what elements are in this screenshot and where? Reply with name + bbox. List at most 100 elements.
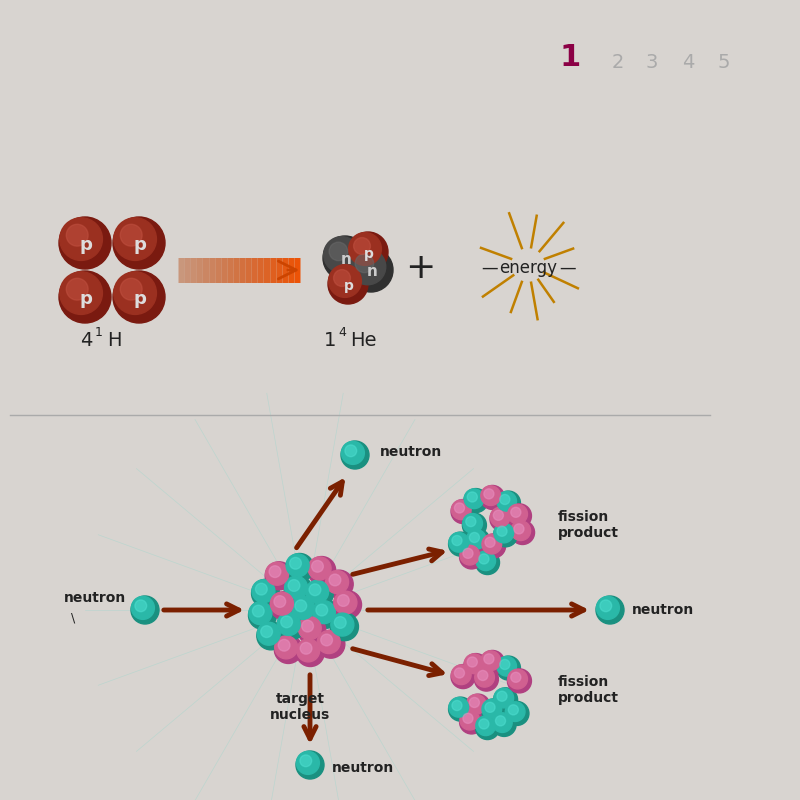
Circle shape	[497, 657, 517, 676]
Circle shape	[274, 635, 302, 663]
Circle shape	[464, 654, 488, 678]
Circle shape	[60, 218, 102, 261]
Circle shape	[349, 248, 393, 292]
Circle shape	[253, 606, 264, 617]
Circle shape	[596, 596, 624, 624]
Circle shape	[470, 698, 479, 707]
Circle shape	[317, 630, 345, 658]
Circle shape	[249, 602, 277, 630]
Circle shape	[481, 650, 505, 674]
Circle shape	[348, 232, 388, 272]
Circle shape	[497, 526, 507, 536]
Circle shape	[349, 233, 382, 266]
Circle shape	[328, 264, 368, 304]
Text: p: p	[134, 290, 146, 308]
Circle shape	[278, 639, 290, 651]
Circle shape	[479, 719, 489, 729]
Circle shape	[291, 597, 314, 619]
Text: 5: 5	[718, 53, 730, 71]
Circle shape	[120, 224, 142, 246]
Circle shape	[481, 486, 505, 510]
Circle shape	[338, 594, 349, 606]
Circle shape	[66, 278, 88, 300]
Circle shape	[330, 613, 358, 641]
Circle shape	[298, 617, 321, 640]
Circle shape	[454, 503, 465, 513]
Circle shape	[329, 574, 341, 586]
Circle shape	[334, 590, 362, 618]
Circle shape	[60, 272, 102, 314]
Circle shape	[449, 698, 469, 717]
Circle shape	[274, 636, 298, 659]
Circle shape	[258, 622, 280, 646]
Circle shape	[485, 702, 495, 712]
Circle shape	[464, 489, 484, 509]
Circle shape	[463, 714, 473, 723]
Circle shape	[318, 630, 340, 654]
Circle shape	[494, 688, 518, 712]
Circle shape	[485, 538, 495, 547]
Circle shape	[497, 656, 521, 680]
Circle shape	[497, 491, 517, 511]
Circle shape	[59, 271, 111, 323]
Text: \: \	[71, 611, 75, 625]
Circle shape	[490, 507, 510, 527]
Text: target
nucleus: target nucleus	[270, 692, 330, 722]
Circle shape	[305, 580, 333, 608]
Circle shape	[285, 576, 307, 599]
Circle shape	[298, 616, 326, 644]
Circle shape	[266, 562, 289, 586]
Circle shape	[490, 507, 514, 531]
Circle shape	[508, 504, 527, 524]
Circle shape	[497, 691, 507, 702]
Circle shape	[59, 217, 111, 269]
Circle shape	[482, 699, 502, 719]
Circle shape	[135, 600, 146, 612]
Circle shape	[508, 705, 518, 715]
Text: 4: 4	[80, 330, 92, 350]
Circle shape	[597, 597, 619, 619]
Circle shape	[249, 602, 272, 625]
Text: 2: 2	[612, 53, 624, 71]
Circle shape	[451, 499, 475, 523]
Text: +: +	[405, 251, 435, 285]
Circle shape	[270, 592, 298, 620]
Circle shape	[510, 507, 521, 518]
Circle shape	[270, 592, 294, 615]
Circle shape	[475, 550, 499, 574]
Circle shape	[449, 533, 469, 552]
Circle shape	[113, 271, 165, 323]
Circle shape	[495, 716, 506, 726]
Circle shape	[494, 688, 514, 708]
Text: neutron: neutron	[632, 603, 694, 617]
Circle shape	[300, 642, 312, 654]
Circle shape	[493, 713, 512, 733]
Circle shape	[484, 489, 494, 499]
Text: p: p	[80, 236, 93, 254]
Circle shape	[286, 554, 314, 582]
Circle shape	[321, 634, 333, 646]
Circle shape	[454, 668, 465, 678]
Text: neutron: neutron	[64, 591, 126, 605]
Circle shape	[467, 657, 478, 667]
Circle shape	[312, 561, 323, 572]
Text: p: p	[80, 290, 93, 308]
Circle shape	[316, 604, 328, 616]
Circle shape	[281, 616, 293, 628]
Circle shape	[120, 278, 142, 300]
Circle shape	[334, 591, 357, 614]
Circle shape	[466, 694, 486, 714]
Circle shape	[326, 570, 349, 594]
Circle shape	[308, 557, 336, 585]
Circle shape	[334, 270, 350, 286]
Circle shape	[323, 236, 367, 280]
Text: fission
product: fission product	[558, 510, 619, 540]
Circle shape	[297, 751, 319, 774]
Text: energy: energy	[499, 259, 557, 277]
Circle shape	[265, 562, 293, 590]
Circle shape	[114, 272, 157, 314]
Circle shape	[342, 442, 364, 464]
Circle shape	[269, 566, 281, 578]
Circle shape	[325, 570, 353, 598]
Circle shape	[331, 613, 354, 636]
